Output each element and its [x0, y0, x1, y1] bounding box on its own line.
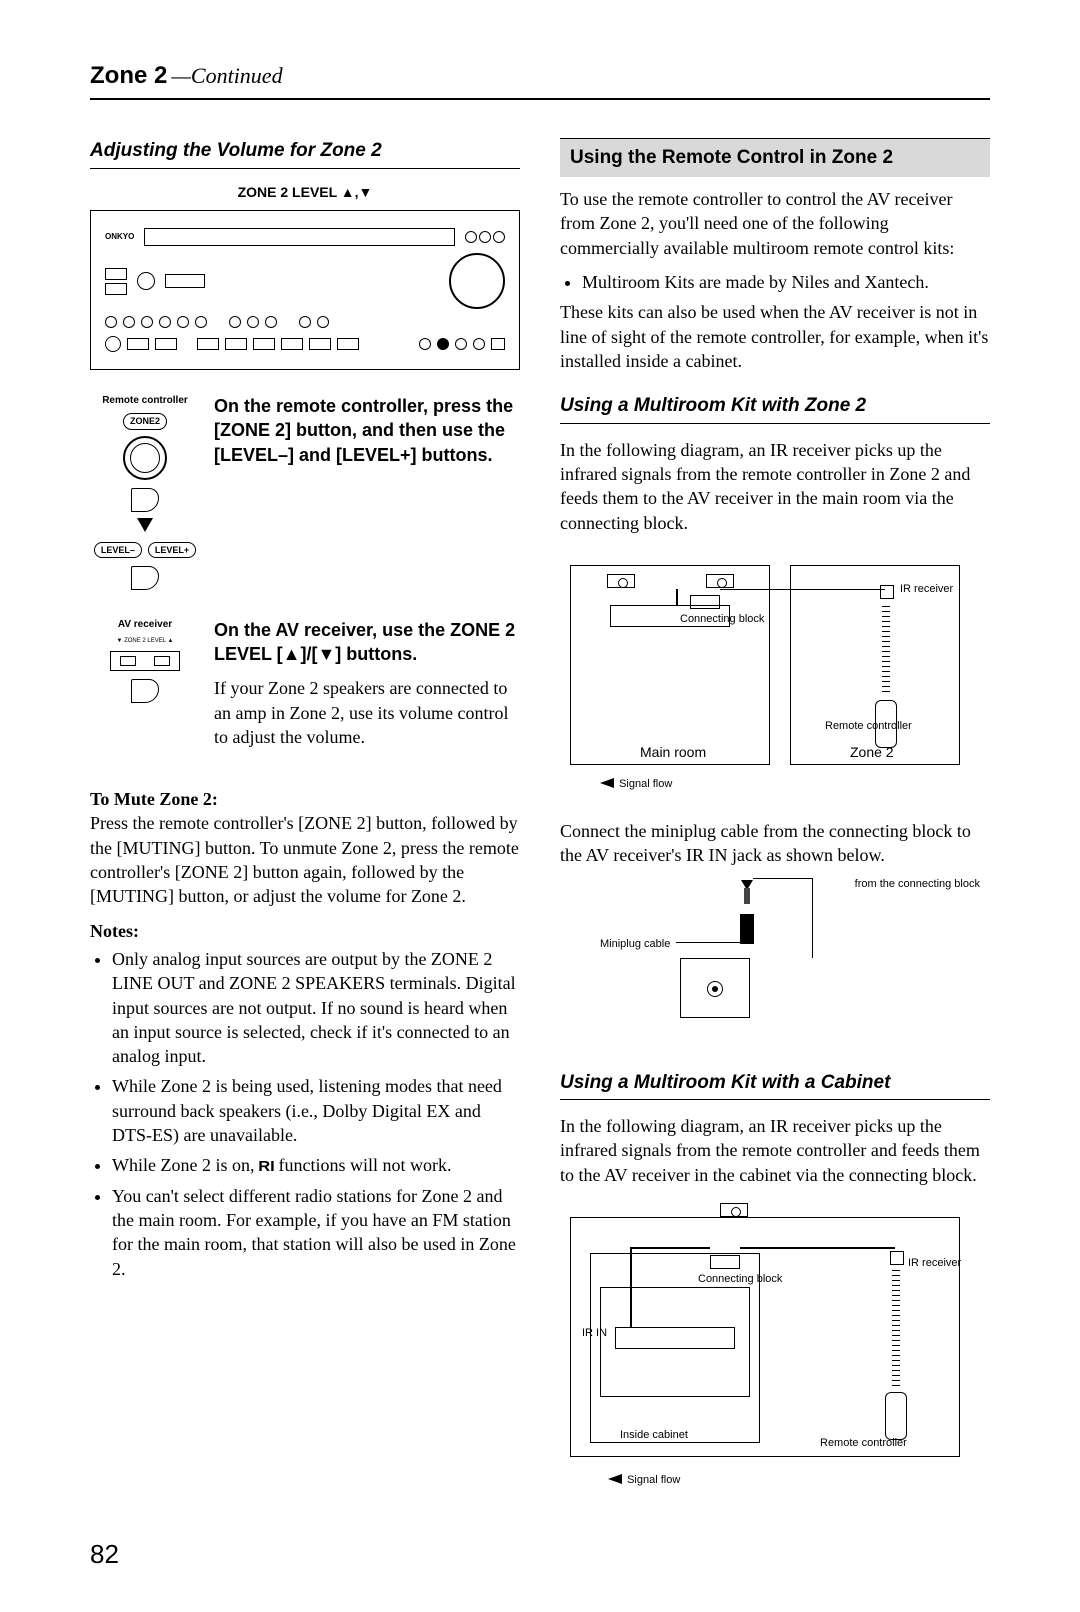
- connecting-block-icon: [710, 1255, 740, 1269]
- port-strip-2: [105, 336, 505, 352]
- ir-jack-icon: [707, 981, 723, 997]
- receiver-graphic: AV receiver ▼ ZONE 2 LEVEL ▲: [90, 618, 200, 704]
- level-minus-button-icon: LEVEL–: [94, 542, 142, 558]
- left-column: Adjusting the Volume for Zone 2 ZONE 2 L…: [90, 138, 520, 1511]
- diagram-multiroom-zone2: Connecting block IR receiver Remote cont…: [560, 545, 990, 805]
- volume-knob: [449, 253, 505, 309]
- note-item: While Zone 2 is being used, listening mo…: [112, 1074, 520, 1147]
- multiroom-body: In the following diagram, an IR receiver…: [560, 438, 990, 535]
- hand-icon: [131, 679, 159, 703]
- connecting-block-icon: [690, 595, 720, 609]
- label-remote: Remote controller: [825, 720, 912, 732]
- remote-ring-icon: [123, 436, 167, 480]
- notes-list: Only analog input sources are output by …: [90, 947, 520, 1281]
- arrow-down-icon: [137, 518, 153, 532]
- miniplug-icon: [740, 888, 754, 948]
- signal-arrow-icon: [600, 778, 614, 788]
- ir-signal-icon: [880, 605, 892, 695]
- mute-body: Press the remote controller's [ZONE 2] b…: [90, 813, 519, 906]
- ri-logo-icon: RI: [258, 1157, 275, 1177]
- power-circle-icon: [137, 272, 155, 290]
- step-receiver-heading: On the AV receiver, use the ZONE 2 LEVEL…: [214, 618, 520, 667]
- signal-flow-legend: Signal flow: [600, 777, 672, 792]
- step-remote-text: On the remote controller, press the [ZON…: [214, 394, 520, 467]
- label-ir-receiver: IR receiver: [900, 583, 953, 595]
- receiver-mini-icon: [110, 651, 180, 671]
- page-title: Zone 2 —Continued: [90, 60, 990, 100]
- port-strip: [105, 316, 505, 328]
- ir-signal-icon: [890, 1269, 902, 1389]
- label-from-block: from the connecting block: [855, 878, 980, 890]
- heading-multiroom-cabinet: Using a Multiroom Kit with a Cabinet: [560, 1070, 990, 1101]
- label-connecting-block: Connecting block: [698, 1273, 782, 1285]
- intro-bullet: Multiroom Kits are made by Niles and Xan…: [582, 270, 990, 294]
- label-connecting-block: Connecting block: [680, 613, 764, 625]
- signal-flow-label: Signal flow: [619, 778, 672, 790]
- level-plus-button-icon: LEVEL+: [148, 542, 196, 558]
- note-item: Only analog input sources are output by …: [112, 947, 520, 1068]
- step-receiver: AV receiver ▼ ZONE 2 LEVEL ▲ On the AV r…: [90, 618, 520, 759]
- small-ctrl: [105, 268, 127, 280]
- signal-flow-label: Signal flow: [627, 1474, 680, 1486]
- ir-receiver-icon: [890, 1251, 904, 1265]
- label-miniplug: Miniplug cable: [600, 938, 670, 950]
- remote-caption: Remote controller: [102, 394, 188, 408]
- label-zone2: Zone 2: [850, 745, 894, 760]
- caption-zone2-level: ZONE 2 LEVEL ▲,▼: [90, 183, 520, 202]
- note-item-ri: While Zone 2 is on, RI functions will no…: [112, 1153, 520, 1177]
- heading-multiroom-zone2: Using a Multiroom Kit with Zone 2: [560, 393, 990, 424]
- page-title-main: Zone 2: [90, 60, 167, 92]
- intro-p1: To use the remote controller to control …: [560, 187, 990, 260]
- device-front-panel: ONKYO: [90, 210, 520, 370]
- label-ir-receiver: IR receiver: [908, 1257, 961, 1269]
- receiver-mini-label: ▼ ZONE 2 LEVEL ▲: [116, 637, 173, 645]
- intro-p2: These kits can also be used when the AV …: [560, 300, 990, 373]
- mini-icon: [465, 231, 505, 243]
- label-ir-in: IR IN: [582, 1327, 607, 1339]
- device-brand-label: ONKYO: [105, 232, 134, 243]
- ir-in-panel-icon: [680, 958, 750, 1018]
- remote-controller-icon: [885, 1392, 907, 1440]
- page-number: 82: [90, 1537, 990, 1572]
- page-title-continued: —Continued: [171, 61, 282, 91]
- mute-heading: To Mute Zone 2:: [90, 789, 218, 809]
- small-ctrl: [105, 283, 127, 295]
- label-main-room: Main room: [640, 745, 706, 760]
- heading-adjust-volume: Adjusting the Volume for Zone 2: [90, 138, 520, 169]
- step-receiver-body: If your Zone 2 speakers are connected to…: [214, 676, 520, 749]
- main-room-box: [570, 565, 770, 765]
- speaker-icon: [706, 574, 734, 588]
- note-ri-suffix: functions will not work.: [274, 1155, 452, 1175]
- diagram-cabinet: Connecting block IR IN IR receiver Remot…: [560, 1197, 990, 1497]
- remote-graphic: Remote controller ZONE2 LEVEL– LEVEL+: [90, 394, 200, 590]
- signal-flow-legend: Signal flow: [608, 1473, 680, 1488]
- ir-receiver-icon: [880, 585, 894, 599]
- av-unit-icon: [615, 1327, 735, 1349]
- hand-icon: [131, 566, 159, 590]
- right-column: Using the Remote Control in Zone 2 To us…: [560, 138, 990, 1511]
- label-remote: Remote controller: [820, 1437, 907, 1449]
- signal-arrow-icon: [608, 1474, 622, 1484]
- hand-icon: [131, 488, 159, 512]
- notes-heading: Notes:: [90, 919, 520, 943]
- speaker-icon: [720, 1203, 748, 1217]
- section-using-remote: Using the Remote Control in Zone 2: [560, 138, 990, 177]
- plug-cable-icon: [753, 878, 813, 958]
- hdmi-label-rect: [165, 274, 205, 288]
- multiroom-followup: Connect the miniplug cable from the conn…: [560, 819, 990, 868]
- step-remote: Remote controller ZONE2 LEVEL– LEVEL+ On…: [90, 394, 520, 590]
- note-item: You can't select different radio station…: [112, 1184, 520, 1281]
- zone2-button-icon: ZONE2: [123, 413, 167, 429]
- note-ri-prefix: While Zone 2 is on,: [112, 1155, 259, 1175]
- label-inside-cabinet: Inside cabinet: [620, 1429, 688, 1441]
- diagram-miniplug: from the connecting block Miniplug cable: [560, 878, 990, 1048]
- display-rect: [144, 228, 455, 246]
- cabinet-body: In the following diagram, an IR receiver…: [560, 1114, 990, 1187]
- receiver-caption: AV receiver: [118, 618, 172, 632]
- speaker-icon: [607, 574, 635, 588]
